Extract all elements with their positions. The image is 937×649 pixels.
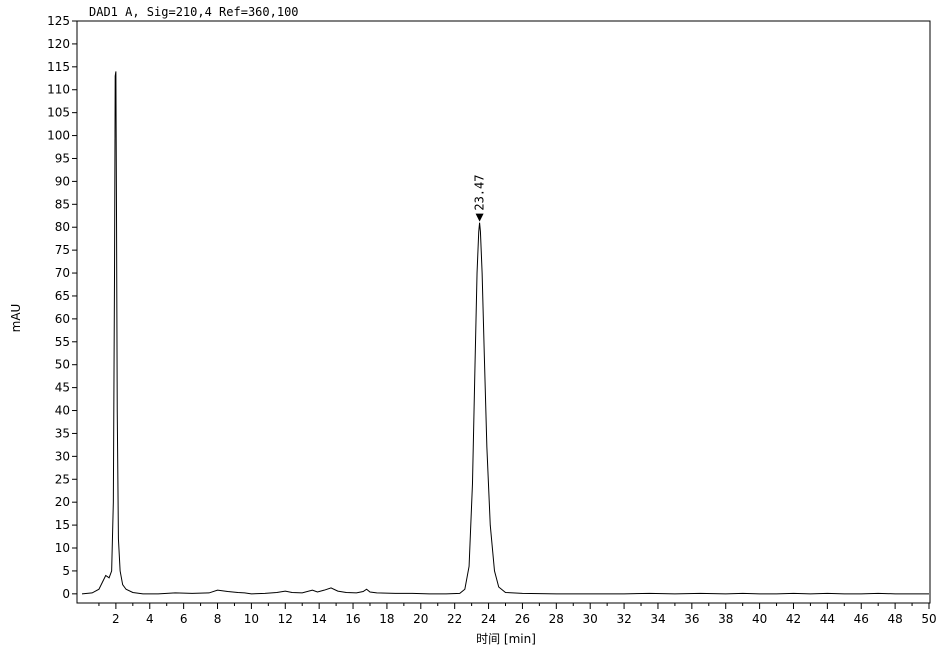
x-tick-label: 34 <box>650 612 665 626</box>
x-tick-label: 24 <box>481 612 496 626</box>
chart-title: DAD1 A, Sig=210,4 Ref=360,100 <box>89 5 299 19</box>
x-axis-label: 时间 [min] <box>476 632 536 646</box>
x-tick-label: 30 <box>583 612 598 626</box>
y-tick-label: 10 <box>55 541 70 555</box>
x-tick-label: 6 <box>180 612 188 626</box>
y-tick-label: 105 <box>47 106 70 120</box>
y-tick-label: 65 <box>55 289 70 303</box>
y-tick-label: 110 <box>47 83 70 97</box>
x-tick-label: 46 <box>854 612 869 626</box>
peak-annotations: 23.47 <box>473 175 487 222</box>
peak-marker <box>475 213 484 222</box>
x-tick-label: 8 <box>214 612 222 626</box>
x-tick-label: 48 <box>887 612 902 626</box>
plot-frame <box>76 20 931 604</box>
x-tick-label: 26 <box>515 612 530 626</box>
y-tick-label: 125 <box>47 14 70 28</box>
x-tick-label: 16 <box>345 612 360 626</box>
x-tick-label: 42 <box>786 612 801 626</box>
y-tick-label: 80 <box>55 220 70 234</box>
x-tick-label: 40 <box>752 612 767 626</box>
y-tick-label: 115 <box>47 60 70 74</box>
y-tick-label: 5 <box>62 564 70 578</box>
x-tick-label: 4 <box>146 612 154 626</box>
series-line <box>81 71 929 595</box>
x-tick-label: 2 <box>112 612 120 626</box>
x-tick-label: 14 <box>312 612 327 626</box>
y-tick-label: 85 <box>55 197 70 211</box>
x-tick-label: 38 <box>718 612 733 626</box>
y-tick-label: 55 <box>55 335 70 349</box>
x-axis: 2 4 6 8 10 12 14 16 18 20 22 24 26 28 30 32 34 36 38 40 42 44… <box>98 603 937 626</box>
y-tick-label: 90 <box>55 174 70 188</box>
x-tick-label: 44 <box>820 612 835 626</box>
y-tick-label: 50 <box>55 358 70 372</box>
x-tick-label: 22 <box>447 612 462 626</box>
x-tick-label: 50 <box>921 612 936 626</box>
peak-label: 23.47 <box>473 175 487 211</box>
y-tick-label: 0 <box>62 587 70 601</box>
y-tick-label: 100 <box>47 129 70 143</box>
y-tick-label: 35 <box>55 426 70 440</box>
y-tick-label: 70 <box>55 266 70 280</box>
y-tick-label: 15 <box>55 518 70 532</box>
y-tick-label: 40 <box>55 404 70 418</box>
y-tick-label: 45 <box>55 381 70 395</box>
y-tick-label: 75 <box>55 243 70 257</box>
y-axis-label: mAU <box>9 304 23 333</box>
x-tick-label: 36 <box>684 612 699 626</box>
x-tick-label: 32 <box>616 612 631 626</box>
y-tick-label: 25 <box>55 472 70 486</box>
y-tick-label: 120 <box>47 37 70 51</box>
y-tick-label: 20 <box>55 495 70 509</box>
y-tick-label: 95 <box>55 151 70 165</box>
x-tick-label: 10 <box>244 612 259 626</box>
x-tick-label: 12 <box>278 612 293 626</box>
x-tick-label: 18 <box>379 612 394 626</box>
y-tick-label: 60 <box>55 312 70 326</box>
x-tick-label: 20 <box>413 612 428 626</box>
y-axis: 0 5 10 15 20 25 30 35 40 45 50 55 60 65 70 75 80 85 90 95 10… <box>47 14 77 601</box>
x-tick-label: 28 <box>549 612 564 626</box>
y-tick-label: 30 <box>55 449 70 463</box>
